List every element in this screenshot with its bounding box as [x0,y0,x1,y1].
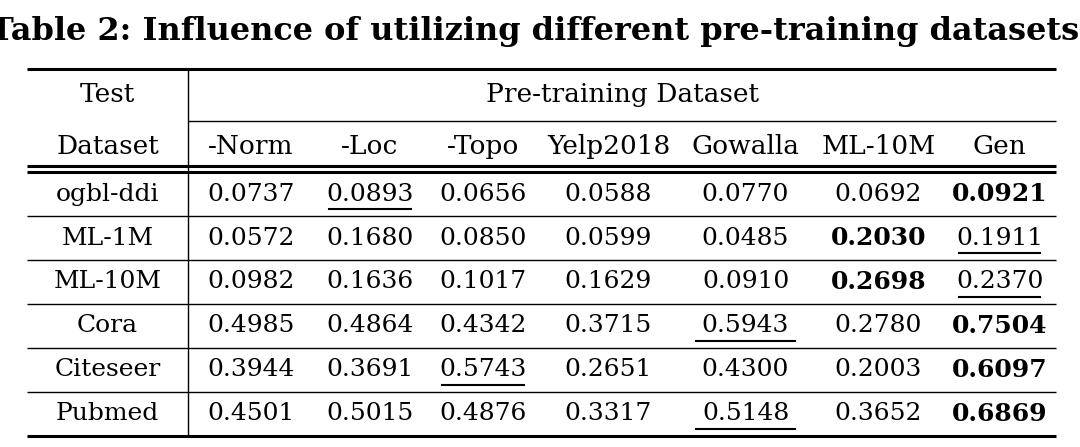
Text: Gowalla: Gowalla [691,134,799,159]
Text: 0.5943: 0.5943 [702,314,789,337]
Text: 0.0910: 0.0910 [702,270,789,294]
Text: 0.6097: 0.6097 [951,358,1048,382]
Text: -Loc: -Loc [341,134,399,159]
Text: 0.4342: 0.4342 [440,314,527,337]
Text: 0.6869: 0.6869 [951,402,1048,426]
Text: 0.5743: 0.5743 [440,358,527,381]
Text: 0.1680: 0.1680 [326,227,414,249]
Text: 0.0982: 0.0982 [207,270,295,294]
Text: Pre-training Dataset: Pre-training Dataset [486,83,758,107]
Text: 0.2030: 0.2030 [831,226,927,250]
Text: 0.0599: 0.0599 [565,227,652,249]
Text: Dataset: Dataset [56,134,159,159]
Text: Gen: Gen [973,134,1026,159]
Text: 0.0850: 0.0850 [440,227,527,249]
Text: 0.0692: 0.0692 [835,182,922,206]
Text: 0.0770: 0.0770 [702,182,789,206]
Text: -Norm: -Norm [207,134,294,159]
Text: 0.3715: 0.3715 [565,314,652,337]
Text: Citeseer: Citeseer [54,358,161,381]
Text: 0.2003: 0.2003 [835,358,922,381]
Text: 0.4300: 0.4300 [702,358,789,381]
Text: Pubmed: Pubmed [56,402,159,426]
Text: ML-10M: ML-10M [54,270,162,294]
Text: -Topo: -Topo [447,134,519,159]
Text: 0.2651: 0.2651 [565,358,652,381]
Text: 0.4864: 0.4864 [326,314,414,337]
Text: 0.0572: 0.0572 [207,227,295,249]
Text: 0.4876: 0.4876 [440,402,527,426]
Text: 0.2698: 0.2698 [831,270,927,294]
Text: ogbl-ddi: ogbl-ddi [56,182,159,206]
Text: 0.0737: 0.0737 [207,182,295,206]
Text: 0.1017: 0.1017 [440,270,527,294]
Text: 0.3944: 0.3944 [207,358,295,381]
Text: Table 2: Influence of utilizing different pre-training datasets.: Table 2: Influence of utilizing differen… [0,16,1080,46]
Text: 0.1911: 0.1911 [956,227,1043,249]
Text: 0.0656: 0.0656 [440,182,527,206]
Text: 0.1629: 0.1629 [565,270,652,294]
Text: 0.1636: 0.1636 [326,270,414,294]
Text: Test: Test [80,83,135,107]
Text: 0.0893: 0.0893 [326,182,414,206]
Text: 0.3317: 0.3317 [565,402,652,426]
Text: 0.3691: 0.3691 [326,358,414,381]
Text: 0.4985: 0.4985 [207,314,295,337]
Text: Yelp2018: Yelp2018 [546,134,670,159]
Text: 0.7504: 0.7504 [951,314,1048,338]
Text: 0.2370: 0.2370 [956,270,1043,294]
Text: 0.0485: 0.0485 [702,227,789,249]
Text: 0.0921: 0.0921 [951,182,1048,206]
Text: ML-10M: ML-10M [822,134,935,159]
Text: 0.5148: 0.5148 [702,402,789,426]
Text: 0.4501: 0.4501 [207,402,294,426]
Text: 0.5015: 0.5015 [326,402,414,426]
Text: ML-1M: ML-1M [62,227,153,249]
Text: Cora: Cora [77,314,138,337]
Text: 0.0588: 0.0588 [565,182,652,206]
Text: 0.3652: 0.3652 [835,402,922,426]
Text: 0.2780: 0.2780 [835,314,922,337]
